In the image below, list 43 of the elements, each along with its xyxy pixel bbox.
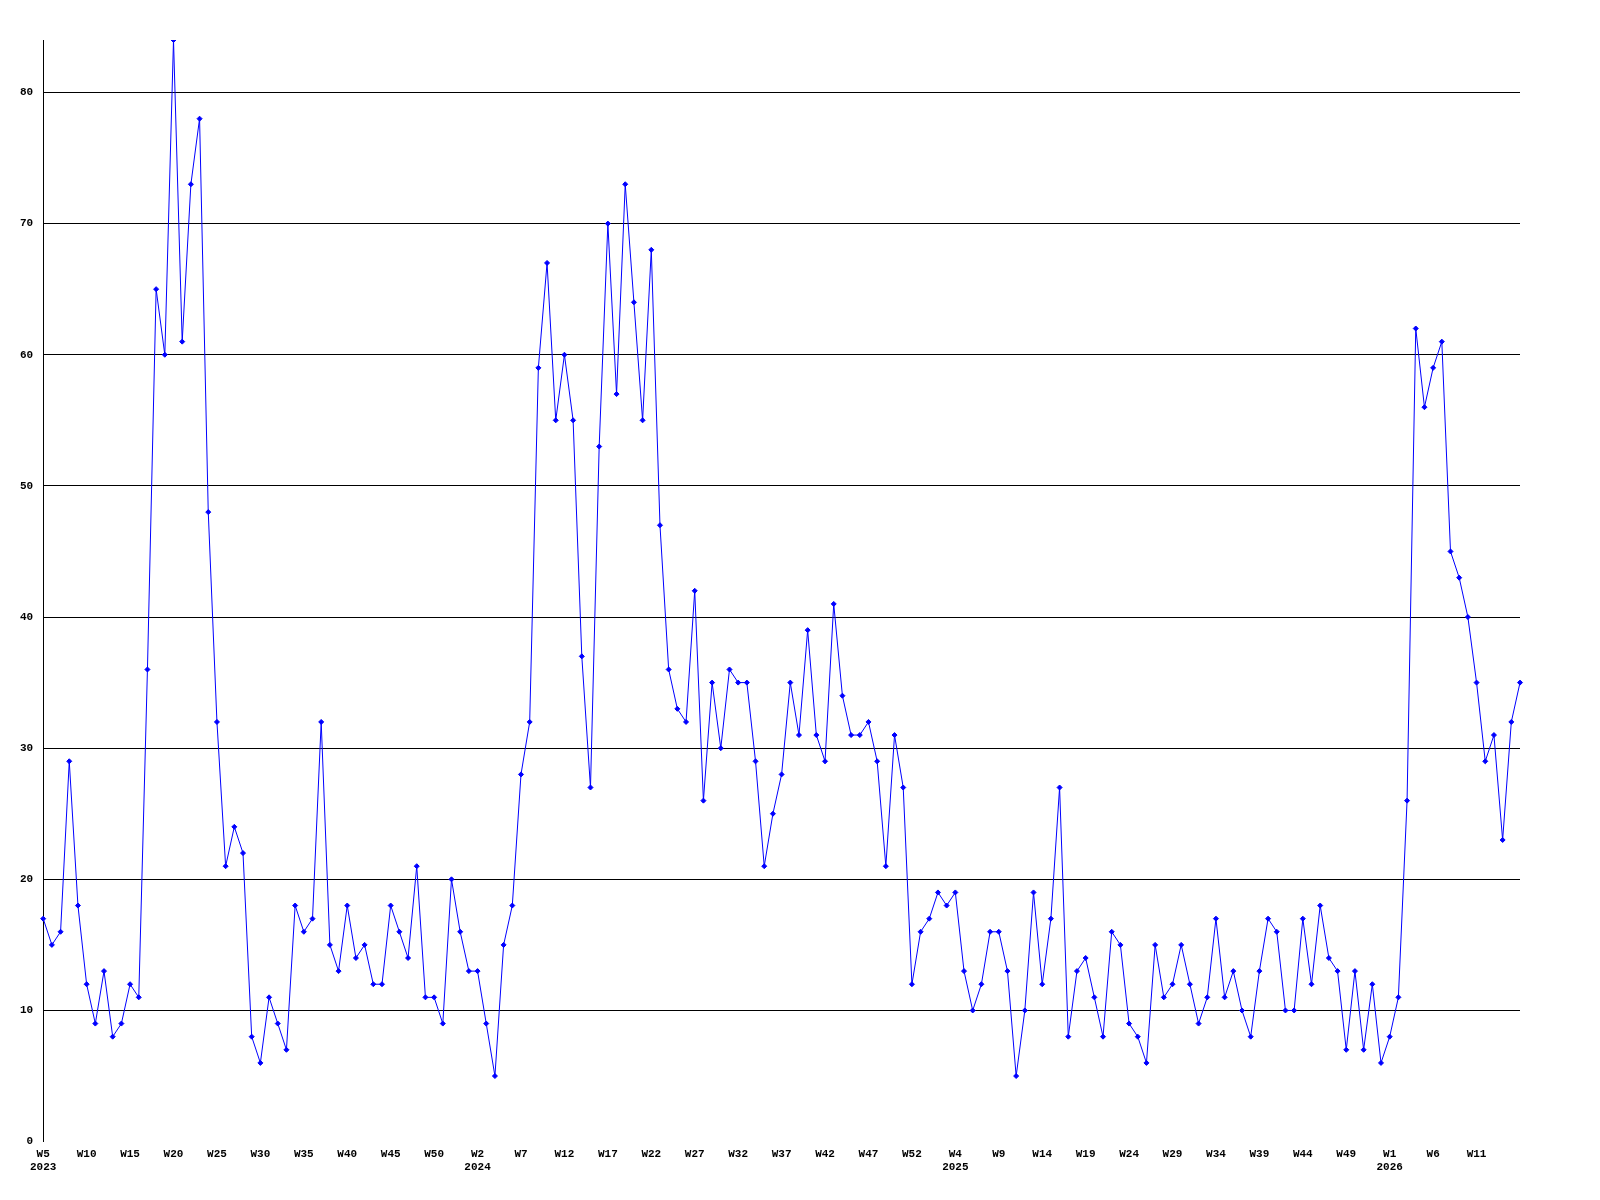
x-tick-label: W19 xyxy=(1075,1147,1096,1160)
x-tick-label: W12 xyxy=(554,1147,575,1160)
x-tick-label: W34 xyxy=(1206,1147,1227,1160)
y-tick-label: 60 xyxy=(20,348,34,361)
y-tick-label: 40 xyxy=(20,610,34,623)
x-tick-label: W30 xyxy=(250,1147,271,1160)
x-tick-label: W1 2026 xyxy=(1376,1147,1403,1174)
x-tick-label: W25 xyxy=(207,1147,228,1160)
x-tick-label: W45 xyxy=(380,1147,401,1160)
x-tick-label: W24 xyxy=(1119,1147,1140,1160)
y-tick-label: 0 xyxy=(26,1135,34,1148)
y-tick-label: 80 xyxy=(20,86,34,99)
x-tick-label: W52 xyxy=(902,1147,922,1160)
y-tick-label: 20 xyxy=(20,873,34,886)
x-tick-label: W27 xyxy=(684,1147,705,1160)
x-tick-label: W37 xyxy=(771,1147,792,1160)
x-tick-label: W42 xyxy=(815,1147,835,1160)
x-tick-label: W22 xyxy=(641,1147,662,1160)
x-tick-label: W11 xyxy=(1466,1147,1487,1160)
x-tick-label: W35 xyxy=(293,1147,315,1160)
x-tick-label: W4 2025 xyxy=(942,1147,969,1174)
x-tick-label: W2 2024 xyxy=(464,1147,492,1174)
x-tick-label: W20 xyxy=(163,1147,184,1160)
x-tick-label: W32 xyxy=(728,1147,749,1160)
x-tick-label: W6 xyxy=(1426,1147,1440,1160)
x-tick-label: W10 xyxy=(76,1147,97,1160)
x-tick-label: W17 xyxy=(597,1147,618,1160)
x-tick-label: W5 2023 xyxy=(30,1147,57,1174)
x-tick-label: W15 xyxy=(120,1147,141,1160)
x-tick-label: W50 xyxy=(424,1147,445,1160)
y-tick-label: 30 xyxy=(20,741,34,754)
x-tick-label: W47 xyxy=(858,1147,879,1160)
x-tick-label: W39 xyxy=(1249,1147,1270,1160)
y-tick-label: 50 xyxy=(20,479,34,492)
x-tick-label: W9 xyxy=(992,1147,1006,1160)
x-tick-label: W44 xyxy=(1292,1147,1314,1160)
x-tick-label: W7 xyxy=(514,1147,528,1160)
x-tick-label: W29 xyxy=(1162,1147,1183,1160)
x-tick-label: W14 xyxy=(1032,1147,1053,1160)
y-tick-label: 70 xyxy=(20,217,34,230)
x-tick-label: W40 xyxy=(337,1147,358,1160)
y-tick-label: 10 xyxy=(20,1004,34,1017)
x-tick-label: W49 xyxy=(1336,1147,1357,1160)
